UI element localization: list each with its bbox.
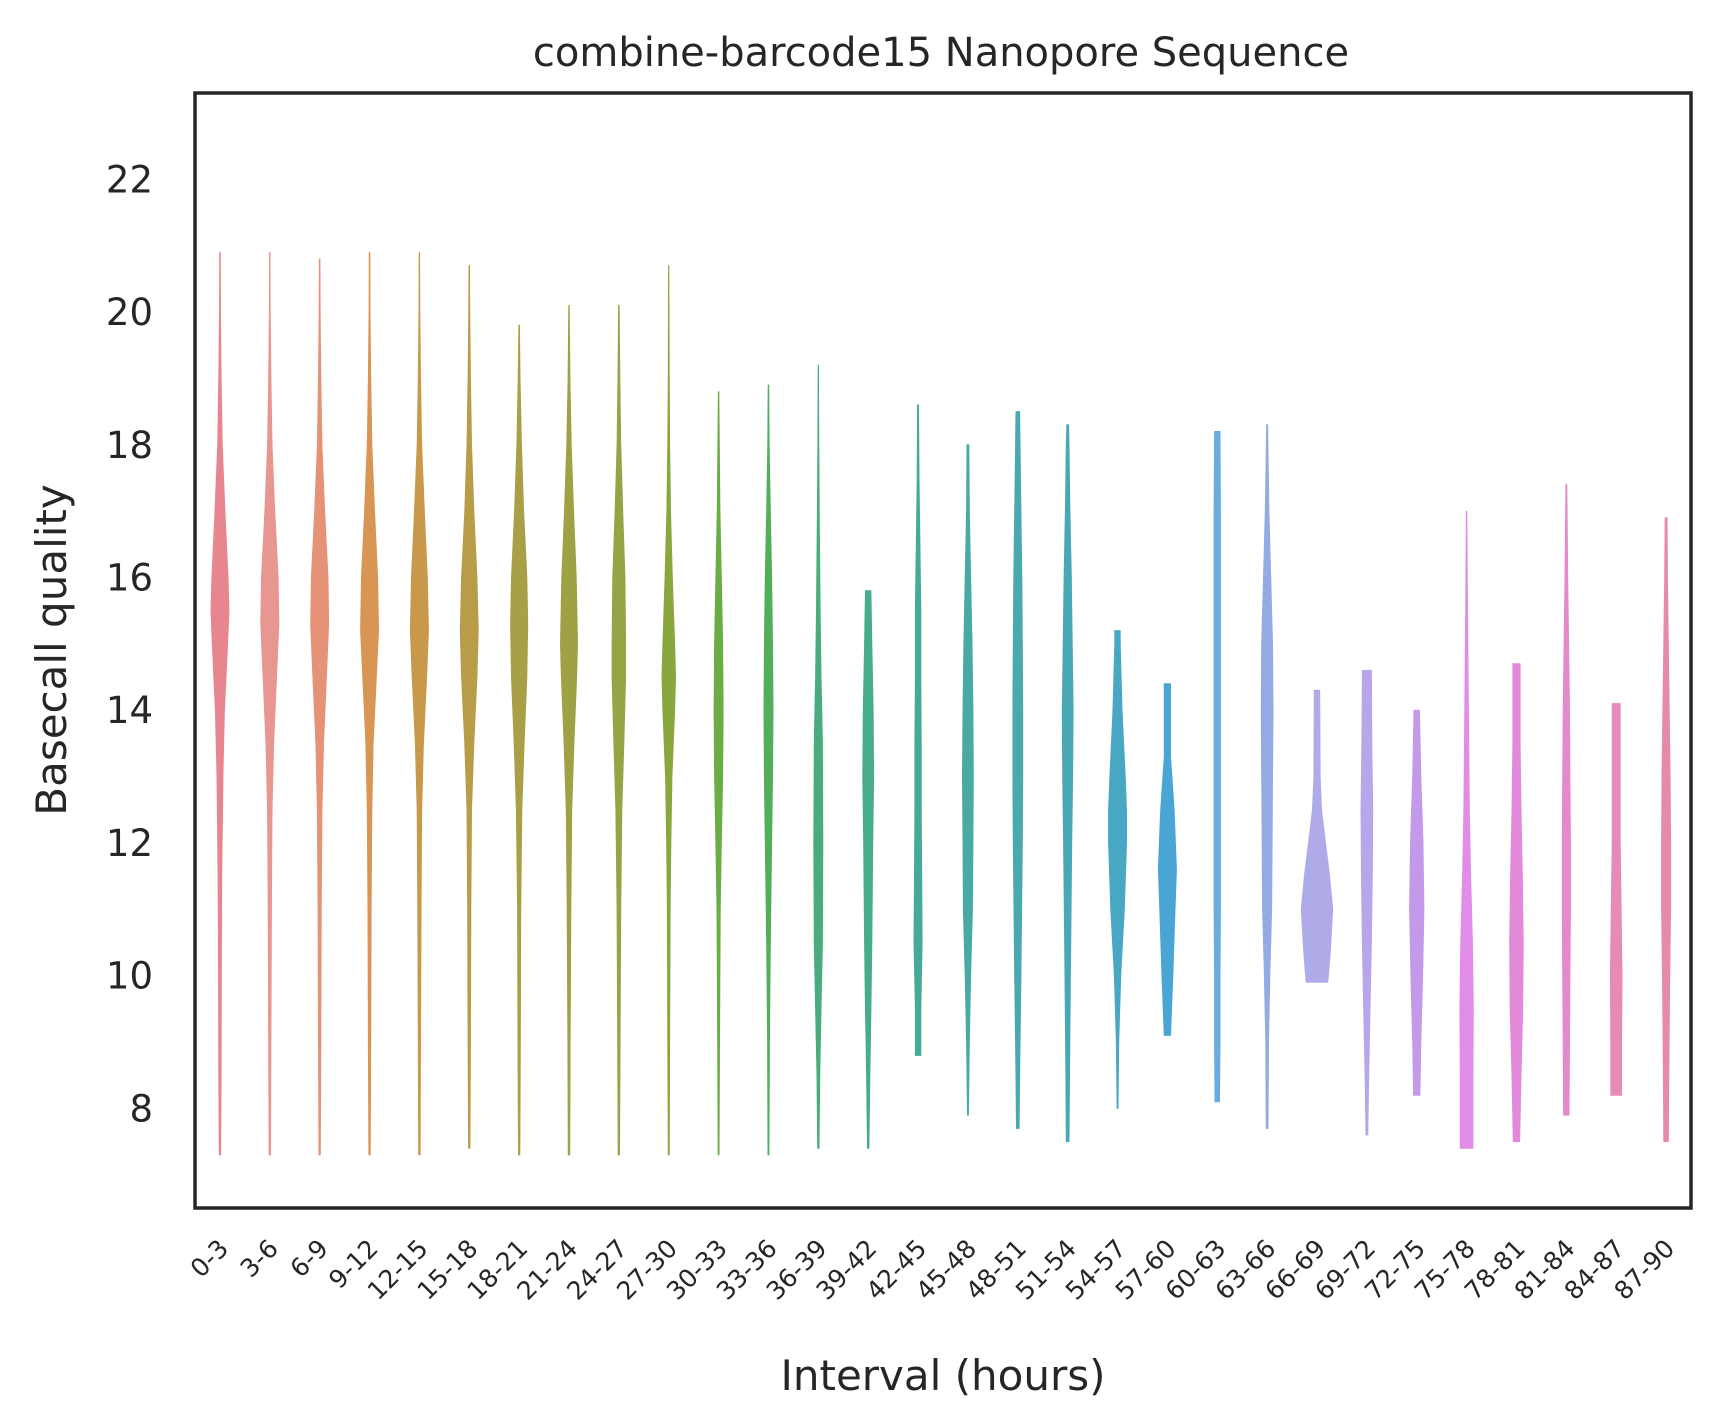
violin-51-54 — [1061, 424, 1074, 1143]
violin-33-36 — [763, 384, 774, 1156]
violin-24-27 — [611, 304, 627, 1156]
violin-42-45 — [913, 404, 923, 1056]
violins-group — [210, 251, 1672, 1156]
violin-78-81 — [1509, 663, 1524, 1143]
y-tick-label: 22 — [106, 158, 153, 201]
violin-9-12 — [360, 251, 379, 1156]
y-tick-label: 20 — [106, 291, 153, 334]
violin-75-78 — [1459, 510, 1474, 1149]
violin-39-42 — [862, 590, 875, 1149]
violin-69-72 — [1360, 669, 1374, 1136]
violin-54-57 — [1108, 630, 1127, 1109]
violin-63-66 — [1260, 424, 1274, 1129]
violin-12-15 — [409, 251, 429, 1156]
violin-66-69 — [1300, 689, 1334, 983]
violin-81-84 — [1561, 484, 1571, 1116]
violin-15-18 — [459, 265, 479, 1149]
violin-60-63 — [1213, 431, 1221, 1103]
violin-36-39 — [813, 364, 824, 1149]
y-tick-label: 18 — [106, 424, 153, 467]
violin-21-24 — [560, 304, 578, 1156]
violin-45-48 — [962, 444, 974, 1116]
violin-57-60 — [1157, 683, 1177, 1036]
y-axis-ticks: 8 10 12 14 16 18 20 22 — [106, 158, 153, 1130]
violin-18-21 — [510, 324, 529, 1156]
violin-27-30 — [661, 265, 676, 1156]
violin-30-33 — [713, 391, 724, 1156]
violin-6-9 — [310, 258, 330, 1156]
violin-48-51 — [1012, 411, 1024, 1129]
y-tick-label: 14 — [106, 689, 153, 732]
plot-frame — [193, 91, 1693, 1210]
violin-3-6 — [260, 251, 280, 1156]
x-axis-label: Interval (hours) — [780, 1351, 1105, 1400]
chart-title: combine-barcode15 Nanopore Sequence — [533, 30, 1349, 76]
y-tick-label: 16 — [106, 556, 153, 599]
violin-87-90 — [1661, 517, 1672, 1143]
violin-0-3 — [210, 251, 230, 1156]
y-axis-label: Basecall quality — [27, 484, 76, 815]
y-tick-label: 10 — [106, 955, 153, 998]
y-tick-label: 12 — [106, 822, 153, 865]
violin-84-87 — [1609, 703, 1623, 1096]
violin-72-75 — [1409, 709, 1425, 1096]
y-tick-label: 8 — [129, 1087, 153, 1130]
